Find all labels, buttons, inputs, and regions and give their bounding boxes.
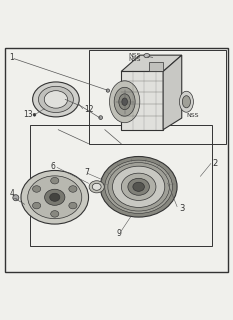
Ellipse shape xyxy=(33,202,41,209)
Text: 7: 7 xyxy=(84,168,89,177)
Text: 9: 9 xyxy=(116,229,121,238)
Circle shape xyxy=(13,195,19,201)
Polygon shape xyxy=(163,55,182,130)
Ellipse shape xyxy=(69,202,77,209)
Ellipse shape xyxy=(21,171,89,224)
Ellipse shape xyxy=(128,178,149,195)
Ellipse shape xyxy=(121,173,156,200)
Text: NSS: NSS xyxy=(128,57,141,62)
Ellipse shape xyxy=(38,86,73,113)
Text: 12: 12 xyxy=(84,105,93,115)
Ellipse shape xyxy=(50,193,60,201)
Ellipse shape xyxy=(105,160,172,213)
Ellipse shape xyxy=(33,186,41,192)
Text: 2: 2 xyxy=(212,159,217,168)
Ellipse shape xyxy=(179,91,193,112)
Text: NSS: NSS xyxy=(128,53,141,58)
Ellipse shape xyxy=(108,163,169,211)
Ellipse shape xyxy=(33,82,79,117)
Ellipse shape xyxy=(51,177,59,184)
Ellipse shape xyxy=(92,183,101,190)
Text: 1: 1 xyxy=(9,53,14,62)
Polygon shape xyxy=(121,55,182,71)
Ellipse shape xyxy=(182,96,191,108)
Ellipse shape xyxy=(89,181,104,193)
Polygon shape xyxy=(121,71,163,130)
Ellipse shape xyxy=(100,156,177,217)
Circle shape xyxy=(106,89,110,92)
Ellipse shape xyxy=(45,189,65,205)
Text: 6: 6 xyxy=(50,163,55,172)
Text: 3: 3 xyxy=(179,204,185,213)
Bar xyxy=(30,125,212,246)
Ellipse shape xyxy=(51,211,59,217)
Text: 4: 4 xyxy=(9,189,14,198)
Bar xyxy=(89,51,226,144)
Bar xyxy=(149,62,163,71)
Circle shape xyxy=(99,116,103,119)
Ellipse shape xyxy=(110,81,140,123)
Ellipse shape xyxy=(119,94,130,110)
Ellipse shape xyxy=(44,91,68,108)
Ellipse shape xyxy=(122,98,127,106)
Ellipse shape xyxy=(69,186,77,192)
Ellipse shape xyxy=(133,182,144,191)
Ellipse shape xyxy=(114,87,135,116)
Ellipse shape xyxy=(113,166,165,207)
Circle shape xyxy=(33,113,36,116)
Text: NSS: NSS xyxy=(186,113,199,118)
Ellipse shape xyxy=(144,53,150,58)
Ellipse shape xyxy=(28,176,82,219)
Text: 13: 13 xyxy=(23,110,33,119)
